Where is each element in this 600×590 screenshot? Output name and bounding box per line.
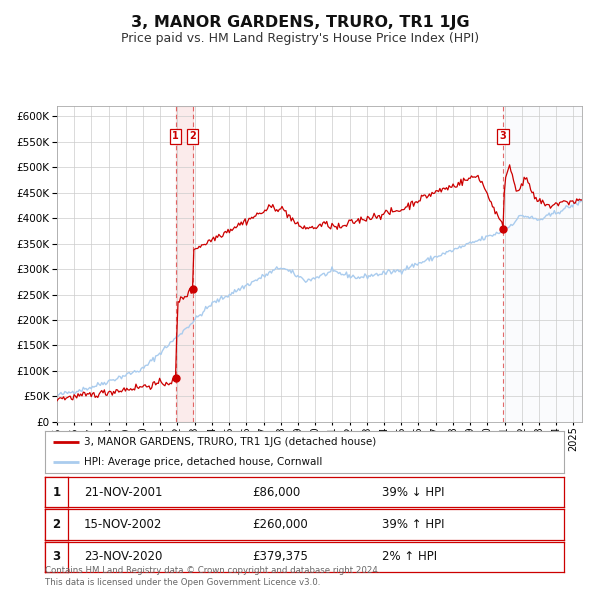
- Text: 2: 2: [189, 131, 196, 141]
- Bar: [176, 106, 193, 422]
- Text: 21-NOV-2001: 21-NOV-2001: [84, 486, 163, 499]
- Text: 1: 1: [172, 131, 179, 141]
- Text: 23-NOV-2020: 23-NOV-2020: [84, 550, 162, 563]
- Bar: [503, 106, 582, 422]
- Text: 3, MANOR GARDENS, TRURO, TR1 1JG (detached house): 3, MANOR GARDENS, TRURO, TR1 1JG (detach…: [84, 437, 376, 447]
- Text: 39% ↓ HPI: 39% ↓ HPI: [382, 486, 445, 499]
- Text: Price paid vs. HM Land Registry's House Price Index (HPI): Price paid vs. HM Land Registry's House …: [121, 32, 479, 45]
- Text: 15-NOV-2002: 15-NOV-2002: [84, 518, 162, 531]
- Text: 3: 3: [52, 550, 61, 563]
- Text: 2: 2: [52, 518, 61, 531]
- Text: Contains HM Land Registry data © Crown copyright and database right 2024.
This d: Contains HM Land Registry data © Crown c…: [45, 566, 380, 587]
- Text: £260,000: £260,000: [253, 518, 308, 531]
- Text: HPI: Average price, detached house, Cornwall: HPI: Average price, detached house, Corn…: [84, 457, 322, 467]
- Text: £379,375: £379,375: [253, 550, 308, 563]
- Text: £86,000: £86,000: [253, 486, 301, 499]
- Text: 2% ↑ HPI: 2% ↑ HPI: [382, 550, 437, 563]
- Text: 1: 1: [52, 486, 61, 499]
- Text: 3: 3: [499, 131, 506, 141]
- Text: 39% ↑ HPI: 39% ↑ HPI: [382, 518, 445, 531]
- Text: 3, MANOR GARDENS, TRURO, TR1 1JG: 3, MANOR GARDENS, TRURO, TR1 1JG: [131, 15, 469, 30]
